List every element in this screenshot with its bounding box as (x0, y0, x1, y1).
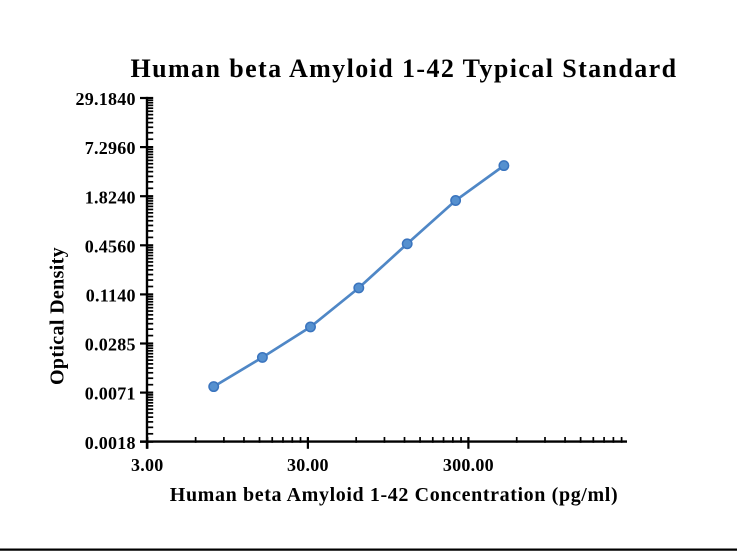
svg-text:0.0018: 0.0018 (85, 433, 136, 453)
svg-text:0.4560: 0.4560 (85, 236, 136, 256)
svg-text:0.0071: 0.0071 (85, 384, 136, 404)
svg-text:300.00: 300.00 (443, 455, 494, 475)
svg-text:Optical Density: Optical Density (47, 247, 69, 385)
svg-text:30.00: 30.00 (287, 455, 329, 475)
svg-text:0.1140: 0.1140 (86, 286, 136, 306)
svg-text:3.00: 3.00 (131, 455, 164, 475)
svg-text:7.2960: 7.2960 (85, 138, 136, 158)
svg-text:Human beta Amyloid 1-42 Concen: Human beta Amyloid 1-42 Concentration (p… (170, 484, 618, 506)
svg-text:Human beta Amyloid 1-42 Typica: Human beta Amyloid 1-42 Typical Standard (131, 54, 678, 83)
svg-text:29.1840: 29.1840 (76, 89, 136, 109)
svg-text:1.8240: 1.8240 (85, 187, 136, 207)
svg-text:0.0285: 0.0285 (85, 335, 136, 355)
